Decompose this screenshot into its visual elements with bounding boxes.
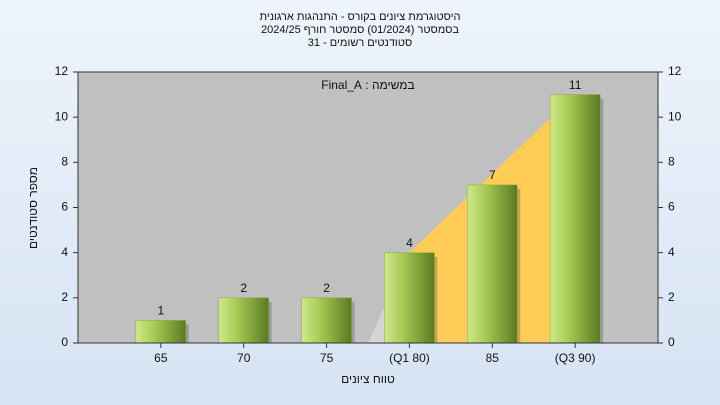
- y-axis-label: מספר סטודנטים: [26, 167, 40, 249]
- y-tick-label: 4: [61, 245, 68, 259]
- x-tick-label: (Q3 90): [555, 351, 596, 365]
- x-tick-label: 85: [486, 351, 500, 365]
- value-label: 2: [323, 281, 330, 295]
- y-tick-label: 0: [61, 335, 68, 349]
- chart-title: היסטוגרמת ציונים בקורס - התנהגות ארגונית: [260, 11, 461, 23]
- value-label: 4: [406, 236, 413, 250]
- bar: [218, 297, 269, 344]
- y2-tick-label: 2: [668, 290, 675, 304]
- x-tick-label: 70: [237, 351, 251, 365]
- bar: [301, 297, 352, 344]
- x-tick-label: (Q1 80): [389, 351, 430, 365]
- y-tick-label: 6: [61, 200, 68, 214]
- y-tick-label: 2: [61, 290, 68, 304]
- bar: [467, 184, 518, 344]
- value-label: 7: [489, 168, 496, 182]
- bar: [135, 320, 187, 344]
- value-label: 1: [158, 304, 165, 318]
- x-tick-label: 65: [154, 351, 168, 365]
- y2-tick-label: 4: [668, 245, 675, 259]
- chart-subtitle: בסמסטר (01/2024) סמסטר חורף 2024/25: [261, 24, 459, 36]
- bar: [549, 94, 601, 344]
- y2-tick-label: 12: [668, 64, 682, 78]
- y-tick-label: 8: [61, 155, 68, 169]
- annotation: במשימה : Final_A: [321, 78, 414, 92]
- y-tick-label: 10: [55, 109, 69, 123]
- y2-tick-label: 8: [668, 155, 675, 169]
- y2-tick-label: 10: [668, 109, 682, 123]
- value-label: 11: [569, 78, 582, 92]
- x-tick-label: 75: [320, 351, 334, 365]
- chart-subtitle: סטודנטים רשומים - 31: [308, 37, 412, 49]
- value-label: 2: [240, 281, 247, 295]
- x-axis-label: טווח ציונים: [341, 372, 395, 386]
- bar: [384, 252, 435, 344]
- y2-tick-label: 0: [668, 335, 675, 349]
- y-tick-label: 12: [55, 64, 69, 78]
- y2-tick-label: 6: [668, 200, 675, 214]
